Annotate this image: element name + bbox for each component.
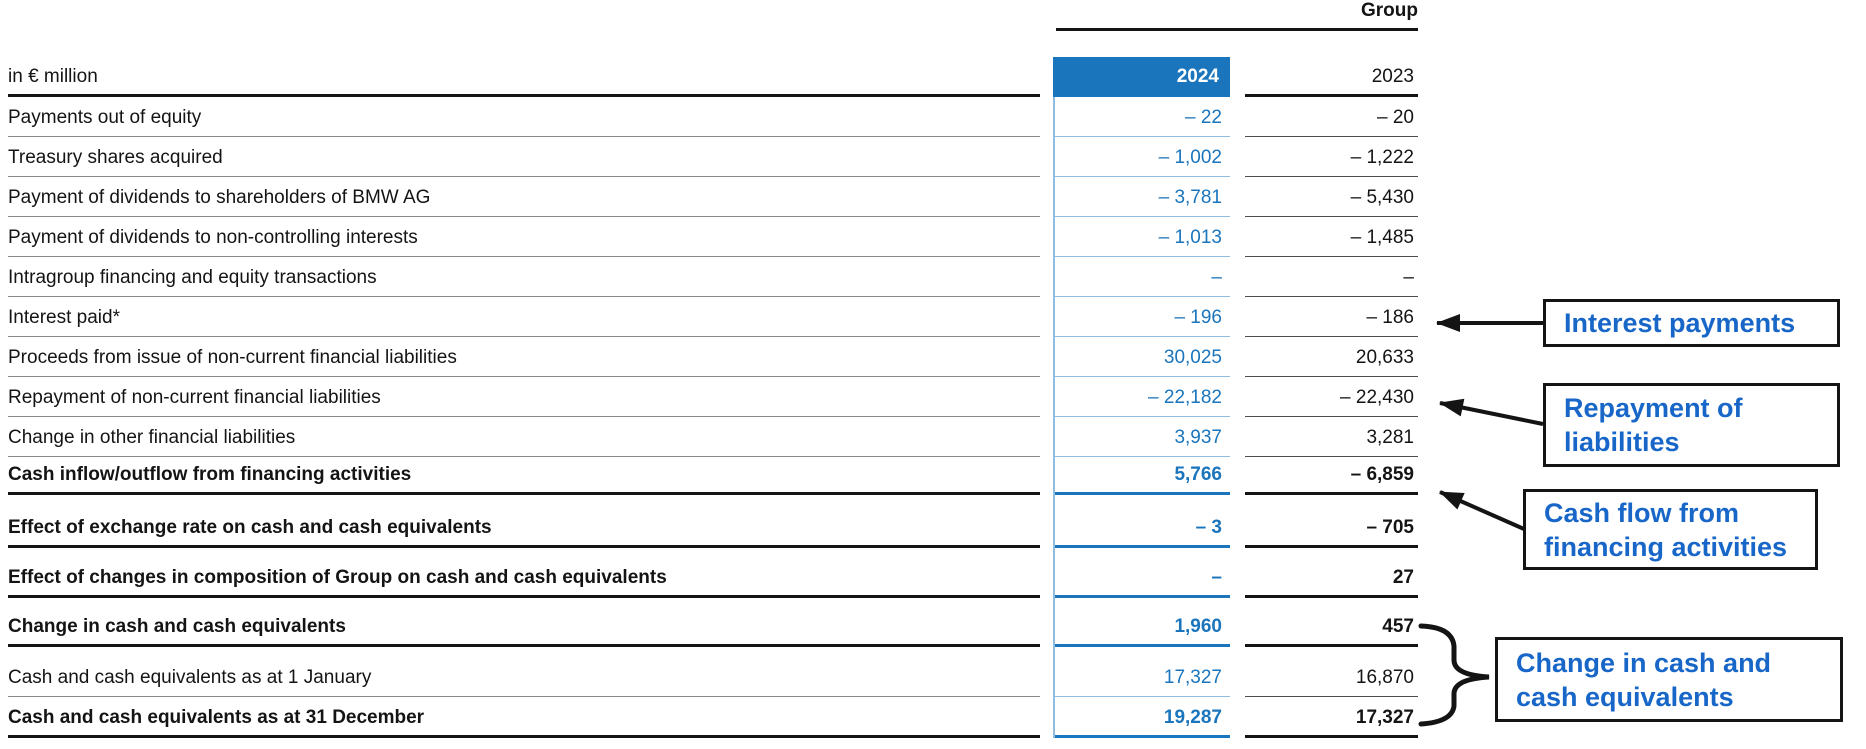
value-2024: 30,025 <box>1053 347 1230 377</box>
value-2023: – 20 <box>1245 107 1418 137</box>
value-2023: 3,281 <box>1245 427 1418 457</box>
table-row: Cash and cash equivalents as at 1 Januar… <box>8 647 1420 697</box>
table-row-repayment: Repayment of non-current financial liabi… <box>8 377 1420 417</box>
value-2024: 5,766 <box>1053 464 1230 495</box>
group-column-header: Group <box>1056 0 1418 31</box>
table-row: Payment of dividends to shareholders of … <box>8 177 1420 217</box>
cash-flow-table: in € million 2024 2023 Payments out of e… <box>8 57 1420 738</box>
row-label: Payments out of equity <box>8 107 1040 137</box>
value-2023: – <box>1245 267 1418 297</box>
row-label: Effect of exchange rate on cash and cash… <box>8 517 1040 548</box>
table-row: Effect of changes in composition of Grou… <box>8 548 1420 598</box>
row-label: Intragroup financing and equity transact… <box>8 267 1040 297</box>
value-2023: – 6,859 <box>1245 464 1418 495</box>
callout-repayment-of-liabilities: Repayment of liabilities <box>1543 383 1840 467</box>
value-2024: – <box>1053 567 1230 598</box>
value-2023: – 1,485 <box>1245 227 1418 257</box>
callout-text: Change in cash and cash equivalents <box>1516 647 1772 712</box>
value-2024: 1,960 <box>1053 616 1230 647</box>
value-2024: 17,327 <box>1053 667 1230 697</box>
callout-change-in-cash: Change in cash and cash equivalents <box>1495 637 1843 722</box>
value-2023: 20,633 <box>1245 347 1418 377</box>
arrow-repayment-liabilities <box>1439 398 1544 426</box>
column-header-2023: 2023 <box>1245 66 1418 97</box>
brace-change-in-cash <box>1418 623 1490 727</box>
value-2024: – 3 <box>1053 517 1230 548</box>
value-2024: 19,287 <box>1053 707 1230 738</box>
row-label: Effect of changes in composition of Grou… <box>8 567 1040 598</box>
value-2024: – 196 <box>1053 307 1230 337</box>
row-label: Cash and cash equivalents as at 1 Januar… <box>8 667 1040 697</box>
table-row: Intragroup financing and equity transact… <box>8 257 1420 297</box>
value-2024: – 22,182 <box>1053 387 1230 417</box>
table-row-closing-balance: Cash and cash equivalents as at 31 Decem… <box>8 697 1420 738</box>
table-row: Change in other financial liabilities 3,… <box>8 417 1420 457</box>
callout-cash-flow-financing: Cash flow from financing activities <box>1523 489 1818 570</box>
table-row: Effect of exchange rate on cash and cash… <box>8 495 1420 548</box>
table-header-row: in € million 2024 2023 <box>8 57 1420 97</box>
value-2023: 457 <box>1245 616 1418 647</box>
value-2023: – 22,430 <box>1245 387 1418 417</box>
table-row: Proceeds from issue of non-current finan… <box>8 337 1420 377</box>
row-label: Change in cash and cash equivalents <box>8 616 1040 647</box>
table-row-financing-total: Cash inflow/outflow from financing activ… <box>8 457 1420 495</box>
value-2023: 17,327 <box>1245 707 1418 738</box>
value-2024: – <box>1053 267 1230 297</box>
row-label: Cash inflow/outflow from financing activ… <box>8 464 1040 495</box>
value-2023: – 186 <box>1245 307 1418 337</box>
callout-text: Repayment of liabilities <box>1564 393 1743 457</box>
value-2023: – 5,430 <box>1245 187 1418 217</box>
row-label: Treasury shares acquired <box>8 147 1040 177</box>
value-2023: – 1,222 <box>1245 147 1418 177</box>
table-row-change-in-cash: Change in cash and cash equivalents 1,96… <box>8 598 1420 647</box>
callout-text: Cash flow from financing activities <box>1544 497 1788 562</box>
column-header-2024: 2024 <box>1053 57 1230 97</box>
value-2024: – 1,002 <box>1053 147 1230 177</box>
value-2023: 27 <box>1245 567 1418 598</box>
table-row-interest-paid: Interest paid* – 196 – 186 <box>8 297 1420 337</box>
row-label: Change in other financial liabilities <box>8 427 1040 457</box>
value-2024: – 22 <box>1053 107 1230 137</box>
row-label: Cash and cash equivalents as at 31 Decem… <box>8 707 1040 738</box>
table-row: Payments out of equity – 22 – 20 <box>8 97 1420 137</box>
callout-interest-payments: Interest payments <box>1543 299 1840 347</box>
arrow-cash-flow-financing <box>1439 490 1525 531</box>
value-2023: 16,870 <box>1245 667 1418 697</box>
table-row: Treasury shares acquired – 1,002 – 1,222 <box>8 137 1420 177</box>
highlight-column-left-border <box>1053 97 1055 738</box>
row-label: Interest paid* <box>8 307 1040 337</box>
value-2024: – 3,781 <box>1053 187 1230 217</box>
row-label: Payment of dividends to non-controlling … <box>8 227 1040 257</box>
value-2024: – 1,013 <box>1053 227 1230 257</box>
callout-text: Interest payments <box>1564 308 1796 338</box>
row-label: Repayment of non-current financial liabi… <box>8 387 1040 417</box>
value-2024: 3,937 <box>1053 427 1230 457</box>
unit-label: in € million <box>8 66 1040 97</box>
row-label: Proceeds from issue of non-current finan… <box>8 347 1040 377</box>
row-label: Payment of dividends to shareholders of … <box>8 187 1040 217</box>
table-row: Payment of dividends to non-controlling … <box>8 217 1420 257</box>
value-2023: – 705 <box>1245 517 1418 548</box>
